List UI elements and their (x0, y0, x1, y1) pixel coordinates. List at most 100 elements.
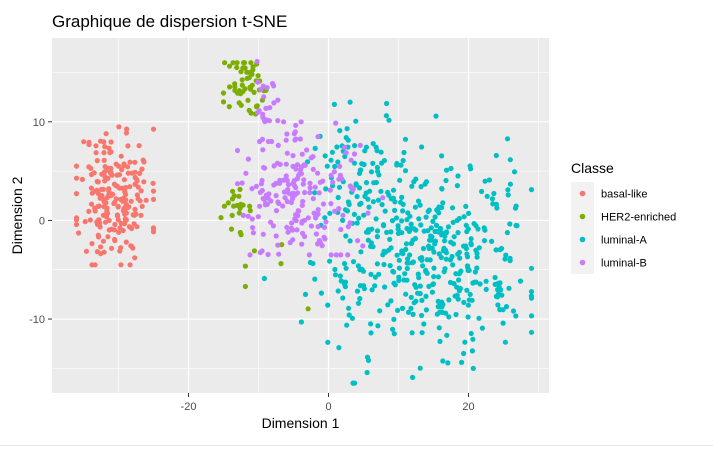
data-point (409, 330, 415, 336)
data-point (392, 207, 398, 213)
data-point (439, 186, 445, 192)
data-point (433, 222, 440, 228)
data-point (469, 297, 475, 303)
data-point (458, 268, 464, 274)
data-point (322, 236, 328, 242)
data-point (307, 185, 313, 191)
data-point (297, 136, 303, 142)
data-point (299, 151, 305, 157)
data-point (134, 192, 140, 198)
data-point (464, 287, 470, 293)
data-point (264, 85, 270, 91)
data-point (268, 219, 274, 225)
data-point (450, 219, 456, 225)
data-point (374, 164, 380, 171)
data-point (251, 248, 257, 254)
data-point (257, 203, 263, 209)
data-point (356, 185, 363, 191)
data-point (237, 186, 243, 192)
data-point (440, 200, 446, 206)
data-point (139, 203, 145, 209)
data-point (412, 204, 418, 210)
data-point (429, 289, 435, 295)
chart-title: Graphique de dispersion t-SNE (52, 12, 287, 31)
data-point (281, 189, 287, 195)
data-point (391, 331, 397, 337)
data-point (284, 150, 290, 156)
data-point (358, 167, 364, 173)
data-point (338, 226, 344, 233)
data-point (463, 203, 469, 209)
data-point (92, 188, 98, 194)
data-point (327, 210, 333, 216)
data-point (292, 129, 298, 135)
data-point (261, 275, 267, 282)
data-point (343, 233, 349, 239)
data-point (355, 238, 361, 244)
data-point (489, 238, 495, 244)
data-point (336, 206, 342, 212)
data-point (119, 167, 125, 173)
data-point (298, 319, 304, 325)
data-point (255, 109, 261, 116)
data-point (310, 154, 316, 160)
data-point (95, 232, 101, 238)
y-axis-label: Dimension 2 (9, 176, 25, 254)
data-point (106, 186, 112, 192)
data-point (106, 227, 112, 233)
data-point (325, 339, 331, 345)
data-point (379, 160, 385, 166)
data-point (338, 252, 344, 258)
data-point (404, 265, 410, 272)
data-point (481, 238, 488, 244)
data-point (316, 190, 322, 196)
data-point (328, 157, 334, 163)
data-point (504, 136, 511, 142)
data-point (283, 161, 289, 167)
data-point (438, 254, 444, 261)
data-point (372, 283, 378, 289)
data-point (102, 178, 108, 184)
data-point (307, 190, 313, 196)
data-point (375, 168, 381, 174)
data-point (271, 182, 277, 188)
data-point (113, 196, 119, 202)
data-point (419, 330, 425, 336)
data-point (446, 314, 452, 320)
data-point (381, 248, 387, 254)
data-point (123, 191, 129, 198)
data-point (484, 193, 490, 199)
data-point (363, 180, 370, 186)
data-point (290, 153, 296, 159)
data-point (288, 199, 294, 206)
data-point (340, 217, 346, 223)
legend-label: basal-like (601, 189, 647, 201)
data-point (388, 196, 394, 202)
data-point (112, 221, 118, 228)
data-point (86, 141, 92, 148)
data-point (473, 247, 479, 253)
data-point (234, 181, 241, 187)
data-point (345, 199, 351, 205)
data-point (332, 208, 338, 214)
data-point (405, 309, 412, 315)
data-point (312, 184, 318, 190)
data-point (389, 218, 396, 224)
data-point (283, 173, 289, 179)
data-point (448, 165, 454, 172)
data-point (234, 147, 241, 154)
data-point (231, 203, 237, 209)
data-point (433, 113, 439, 119)
data-point (336, 345, 342, 351)
data-point (335, 194, 341, 201)
data-point (440, 301, 446, 308)
data-point (417, 202, 423, 208)
data-point (293, 218, 299, 224)
data-point (378, 149, 384, 155)
data-point (513, 313, 519, 319)
data-point (103, 200, 109, 206)
data-point (220, 99, 227, 105)
data-point (322, 153, 328, 159)
data-point (420, 245, 427, 252)
data-point (342, 207, 349, 213)
